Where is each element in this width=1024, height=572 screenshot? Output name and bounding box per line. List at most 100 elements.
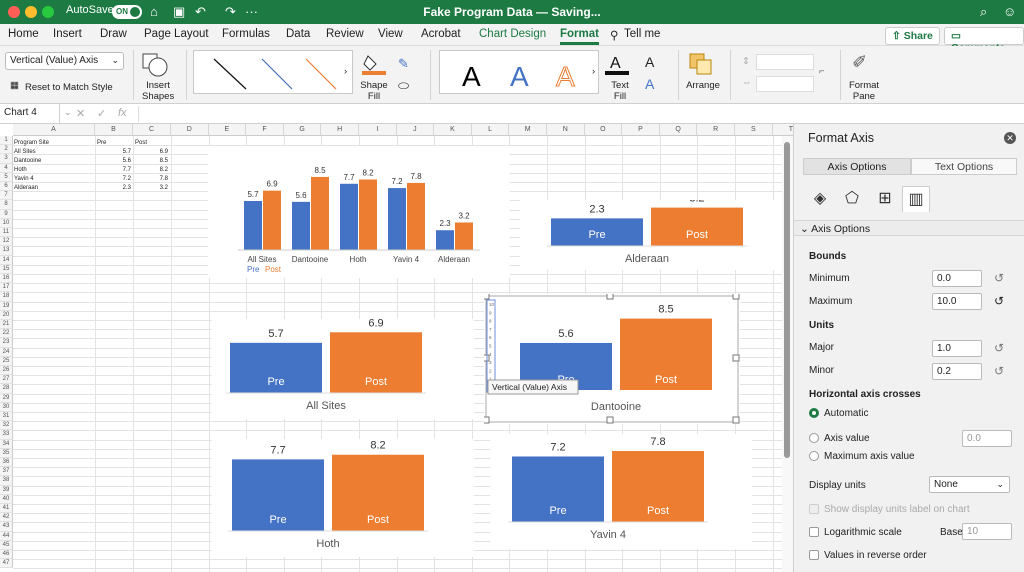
row-header-19[interactable]: 19: [0, 301, 13, 311]
namebox-chevron-icon[interactable]: ⌄: [64, 107, 72, 117]
row-header-38[interactable]: 38: [0, 476, 13, 486]
wordart-more-icon[interactable]: ›: [592, 66, 596, 77]
show-units-checkbox[interactable]: [809, 504, 819, 514]
cell-c6[interactable]: 3.2: [159, 185, 168, 191]
tab-view[interactable]: View: [378, 28, 403, 40]
shape-effects-icon[interactable]: ⬭: [398, 78, 410, 93]
maximum-input[interactable]: 10.0: [932, 293, 982, 310]
tab-axis-options[interactable]: Axis Options: [803, 158, 911, 175]
row-header-45[interactable]: 45: [0, 540, 13, 550]
row-header-12[interactable]: 12: [0, 237, 13, 247]
row-header-14[interactable]: 14: [0, 255, 13, 265]
row-header-2[interactable]: 2: [0, 145, 13, 155]
cell-b3[interactable]: 5.6: [122, 158, 131, 164]
row-header-34[interactable]: 34: [0, 439, 13, 449]
chart-element-select[interactable]: Vertical (Value) Axis ⌄: [5, 52, 124, 70]
row-header-32[interactable]: 32: [0, 421, 13, 431]
yavin-4-chart[interactable]: 7.2 Pre 7.8 Post Yavin 4: [490, 434, 752, 549]
reset-minimum-icon[interactable]: ↺: [994, 271, 1005, 285]
formula-input[interactable]: [138, 106, 778, 122]
cell-a6[interactable]: Alderaan: [14, 185, 39, 191]
redo-icon[interactable]: ↷: [225, 4, 236, 19]
row-header-6[interactable]: 6: [0, 182, 13, 192]
column-header-o[interactable]: O: [584, 124, 623, 136]
vertical-scrollbar[interactable]: [782, 136, 793, 572]
display-units-select[interactable]: None ⌄: [929, 476, 1010, 493]
column-header-p[interactable]: P: [622, 124, 660, 136]
tab-page-layout[interactable]: Page Layout: [144, 28, 209, 40]
column-header-q[interactable]: Q: [659, 124, 698, 136]
name-box[interactable]: Chart 4: [0, 104, 60, 124]
row-header-47[interactable]: 47: [0, 559, 13, 569]
row-header-26[interactable]: 26: [0, 366, 13, 376]
row-header-30[interactable]: 30: [0, 402, 13, 412]
row-header-17[interactable]: 17: [0, 283, 13, 293]
column-header-t[interactable]: T: [772, 124, 793, 136]
pentagon-icon[interactable]: ⬠: [845, 190, 859, 207]
row-header-18[interactable]: 18: [0, 292, 13, 302]
arrange-icon[interactable]: [688, 52, 716, 76]
reset-style-icon[interactable]: ▦: [10, 80, 19, 91]
row-header-39[interactable]: 39: [0, 485, 13, 495]
text-effects-icon[interactable]: A: [645, 76, 655, 92]
row-header-10[interactable]: 10: [0, 218, 13, 228]
column-header-g[interactable]: G: [283, 124, 322, 136]
cell-a2[interactable]: All Sites: [14, 149, 36, 155]
cell-b5[interactable]: 7.2: [122, 176, 131, 182]
cell-c4[interactable]: 8.2: [159, 167, 168, 173]
row-header-8[interactable]: 8: [0, 200, 13, 210]
row-header-24[interactable]: 24: [0, 347, 13, 357]
minimize-window-button[interactable]: [25, 6, 37, 18]
gallery-more-icon[interactable]: ›: [344, 66, 348, 77]
cell-c2[interactable]: 6.9: [159, 149, 168, 155]
row-header-29[interactable]: 29: [0, 393, 13, 403]
tell-me-search[interactable]: Tell me: [624, 28, 661, 40]
comments-button[interactable]: ▭ Comments: [944, 27, 1024, 54]
function-icon[interactable]: fx: [118, 107, 127, 119]
shape-fill-icon[interactable]: [362, 52, 386, 76]
column-header-a[interactable]: A: [13, 124, 95, 136]
reset-to-match-style-button[interactable]: Reset to Match Style: [25, 82, 113, 93]
wordart-style-outline[interactable]: A: [556, 61, 576, 93]
tab-insert[interactable]: Insert: [53, 28, 82, 40]
tab-home[interactable]: Home: [8, 28, 39, 40]
row-header-42[interactable]: 42: [0, 513, 13, 523]
reset-maximum-icon[interactable]: ↺: [994, 294, 1005, 308]
row-header-36[interactable]: 36: [0, 458, 13, 468]
cancel-icon[interactable]: ✕: [76, 108, 86, 120]
row-header-25[interactable]: 25: [0, 356, 13, 366]
cell-c1[interactable]: Post: [135, 140, 148, 146]
tab-formulas[interactable]: Formulas: [222, 28, 270, 40]
more-icon[interactable]: ···: [245, 4, 258, 19]
row-header-46[interactable]: 46: [0, 550, 13, 560]
cell-a5[interactable]: Yavin 4: [14, 176, 34, 182]
shape-styles-gallery[interactable]: [193, 50, 353, 94]
cell-b1[interactable]: Pre: [97, 140, 107, 146]
shape-width-input[interactable]: [756, 76, 814, 92]
reverse-order-checkbox[interactable]: [809, 550, 819, 560]
text-fill-icon[interactable]: A: [604, 52, 630, 76]
clustered-bar-chart[interactable]: 5.7 6.9 All Sites 5.6 8.5 Dantooine 7.7 8.2 Hoth…: [208, 146, 510, 278]
row-header-21[interactable]: 21: [0, 320, 13, 330]
tab-format[interactable]: Format: [560, 28, 599, 45]
row-header-3[interactable]: 3: [0, 154, 13, 164]
column-header-l[interactable]: L: [471, 124, 510, 136]
column-header-e[interactable]: E: [208, 124, 247, 136]
column-header-i[interactable]: I: [359, 124, 397, 136]
size-icon[interactable]: ⊞: [878, 190, 892, 207]
autosave-toggle[interactable]: ON: [112, 5, 142, 19]
column-header-k[interactable]: K: [434, 124, 472, 136]
fill-icon[interactable]: ◈: [813, 190, 827, 207]
axis-options-section[interactable]: ⌄ Axis Options: [794, 220, 1024, 236]
hoth-chart[interactable]: 7.7 Pre 8.2 Post Hoth: [212, 439, 474, 557]
shape-height-input[interactable]: [756, 54, 814, 70]
row-header-7[interactable]: 7: [0, 191, 13, 201]
tab-data[interactable]: Data: [286, 28, 311, 40]
column-header-c[interactable]: C: [133, 124, 171, 136]
all-sites-chart[interactable]: 5.7 Pre 6.9 Post All Sites: [212, 319, 474, 419]
shape-outline-icon[interactable]: ✎: [398, 56, 409, 71]
worksheet[interactable]: A B C D E F G H I J K L M N O P Q R S T 1 2 3 4 5 6 7 8 9 10 11 12 13 14 1…: [0, 124, 793, 572]
maximum-axis-value-radio[interactable]: [809, 451, 819, 461]
tab-review[interactable]: Review: [326, 28, 364, 40]
row-header-20[interactable]: 20: [0, 310, 13, 320]
